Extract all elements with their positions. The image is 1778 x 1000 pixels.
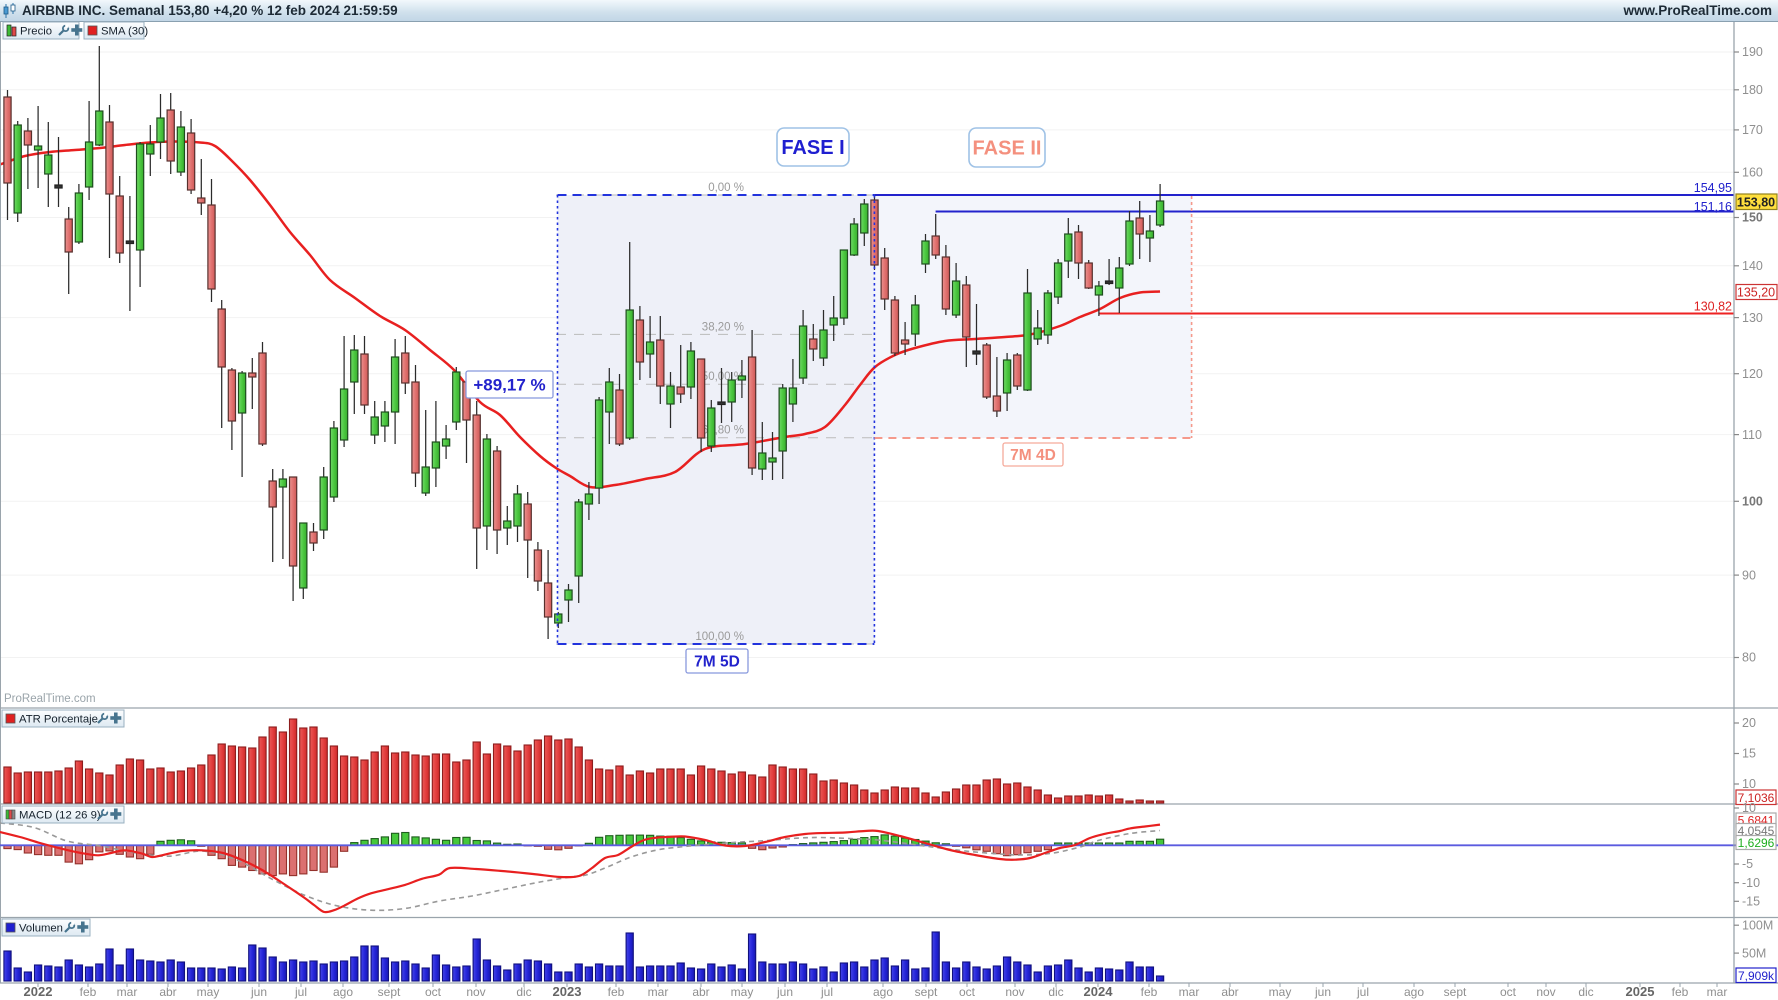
svg-text:sept: sept: [915, 985, 938, 999]
svg-text:135,20: 135,20: [1737, 286, 1775, 300]
svg-text:2024: 2024: [1084, 984, 1114, 999]
svg-text:140: 140: [1742, 259, 1763, 273]
svg-text:ago: ago: [873, 985, 893, 999]
svg-text:abr: abr: [692, 985, 709, 999]
svg-text:oct: oct: [959, 985, 976, 999]
svg-text:20: 20: [1742, 716, 1756, 730]
svg-text:100: 100: [1742, 495, 1763, 509]
svg-text:mar: mar: [117, 985, 138, 999]
svg-text:sept: sept: [378, 985, 401, 999]
svg-text:feb: feb: [80, 985, 97, 999]
svg-text:jun: jun: [776, 985, 793, 999]
svg-text:10: 10: [1742, 801, 1756, 815]
svg-text:150: 150: [1742, 211, 1763, 225]
svg-text:4,0545: 4,0545: [1738, 824, 1775, 838]
svg-text:+89,17 %: +89,17 %: [473, 376, 545, 395]
svg-text:ago: ago: [1404, 985, 1424, 999]
svg-text:may: may: [1269, 985, 1292, 999]
svg-text:50,00 %: 50,00 %: [702, 371, 744, 383]
svg-text:oct: oct: [1500, 985, 1517, 999]
svg-text:154,95: 154,95: [1694, 181, 1732, 195]
svg-text:ATR Porcentaje: ATR Porcentaje: [19, 714, 98, 726]
svg-text:jun: jun: [1314, 985, 1331, 999]
svg-text:-10: -10: [1742, 876, 1760, 890]
svg-text:50M: 50M: [1742, 946, 1766, 960]
svg-text:abr: abr: [1221, 985, 1238, 999]
svg-text:2025: 2025: [1626, 984, 1655, 999]
svg-text:10: 10: [1742, 777, 1756, 791]
svg-text:160: 160: [1742, 166, 1763, 180]
svg-text:mar: mar: [1179, 985, 1200, 999]
svg-text:130,82: 130,82: [1694, 300, 1732, 314]
svg-text:0,00 %: 0,00 %: [708, 182, 744, 194]
svg-text:jul: jul: [820, 985, 833, 999]
svg-text:FASE II: FASE II: [973, 138, 1042, 160]
svg-text:170: 170: [1742, 123, 1763, 137]
svg-text:feb: feb: [1672, 985, 1689, 999]
svg-text:80: 80: [1742, 651, 1756, 665]
svg-text:jul: jul: [1356, 985, 1369, 999]
svg-text:feb: feb: [608, 985, 625, 999]
svg-text:may: may: [731, 985, 754, 999]
svg-text:7M 5D: 7M 5D: [694, 654, 740, 671]
svg-text:100,00 %: 100,00 %: [695, 631, 744, 643]
svg-text:1,6296: 1,6296: [1738, 836, 1775, 850]
svg-text:feb: feb: [1141, 985, 1158, 999]
svg-text:190: 190: [1742, 45, 1763, 59]
svg-text:110: 110: [1742, 428, 1762, 442]
svg-text:Precio: Precio: [20, 26, 52, 38]
svg-text:38,20 %: 38,20 %: [702, 321, 744, 333]
svg-text:15: 15: [1742, 747, 1756, 761]
svg-text:120: 120: [1742, 367, 1763, 381]
svg-text:ProRealTime.com: ProRealTime.com: [4, 693, 96, 705]
svg-text:dic: dic: [1048, 985, 1063, 999]
svg-text:-15: -15: [1742, 895, 1760, 909]
svg-text:MACD (12 26 9): MACD (12 26 9): [19, 810, 101, 822]
svg-text:180: 180: [1742, 83, 1763, 97]
svg-text:abr: abr: [159, 985, 176, 999]
svg-text:Volumen: Volumen: [19, 923, 63, 935]
svg-text:7,1036: 7,1036: [1738, 791, 1775, 805]
svg-text:FASE I: FASE I: [781, 137, 844, 159]
svg-text:2022: 2022: [24, 984, 53, 999]
svg-text:90: 90: [1742, 568, 1756, 582]
svg-text:jul: jul: [294, 985, 307, 999]
svg-text:mar: mar: [1707, 985, 1728, 999]
svg-text:may: may: [197, 985, 220, 999]
svg-text:nov: nov: [466, 985, 485, 999]
svg-text:2023: 2023: [553, 984, 582, 999]
svg-text:130: 130: [1742, 311, 1763, 325]
svg-text:dic: dic: [1578, 985, 1593, 999]
svg-text:153,80: 153,80: [1737, 195, 1775, 209]
svg-text:nov: nov: [1536, 985, 1555, 999]
svg-text:sept: sept: [1444, 985, 1467, 999]
svg-text:100M: 100M: [1742, 918, 1773, 932]
svg-text:ago: ago: [333, 985, 353, 999]
svg-text:-5: -5: [1742, 857, 1753, 871]
svg-text:151,16: 151,16: [1694, 200, 1732, 214]
svg-text:oct: oct: [425, 985, 442, 999]
svg-text:jun: jun: [250, 985, 267, 999]
svg-text:SMA (30): SMA (30): [101, 26, 148, 38]
svg-text:7,909k: 7,909k: [1738, 969, 1775, 983]
svg-text:mar: mar: [648, 985, 669, 999]
svg-text:nov: nov: [1005, 985, 1024, 999]
svg-text:dic: dic: [516, 985, 531, 999]
svg-text:7M 4D: 7M 4D: [1010, 447, 1056, 464]
